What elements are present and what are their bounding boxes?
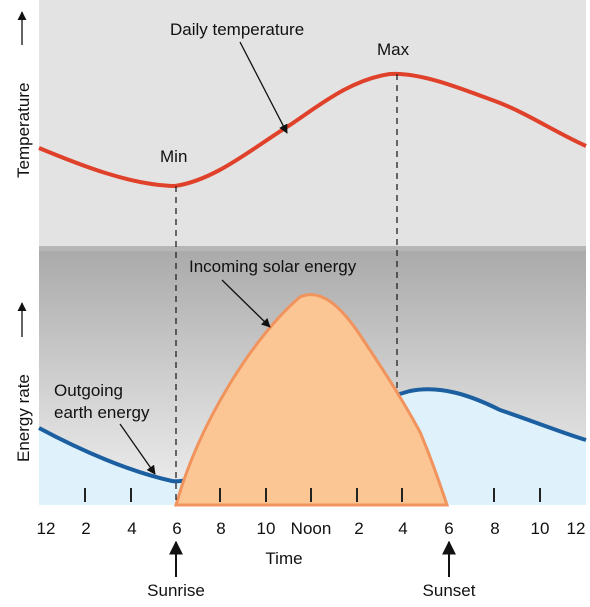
- daily-temperature-arrow: [239, 41, 288, 134]
- tick-label: 12: [37, 519, 56, 538]
- min-label: Min: [160, 147, 187, 166]
- daily-temperature-curve: [38, 71, 587, 189]
- daily-temperature-label: Daily temperature: [170, 20, 304, 39]
- tick-label: 8: [216, 519, 225, 538]
- tick-label: 4: [398, 519, 407, 538]
- temperature-axis-label: Temperature: [14, 83, 33, 178]
- incoming-solar-label: Incoming solar energy: [189, 257, 357, 276]
- tick-label: 10: [531, 519, 550, 538]
- sunset-label: Sunset: [423, 581, 476, 600]
- tick-label: 6: [444, 519, 453, 538]
- tick-label: 12: [567, 519, 586, 538]
- max-label: Max: [377, 40, 410, 59]
- tick-label: 4: [127, 519, 136, 538]
- tick-label: 2: [354, 519, 363, 538]
- incoming-solar-energy-area: [174, 293, 450, 507]
- outgoing-earth-label-line2: earth energy: [54, 403, 150, 422]
- tick-label: 6: [172, 519, 181, 538]
- incoming-solar-arrow: [221, 279, 271, 328]
- panel-divider: [39, 246, 586, 251]
- time-axis-label: Time: [265, 549, 302, 568]
- outgoing-earth-arrow: [119, 423, 156, 475]
- energy-axis-label: Energy rate: [14, 374, 33, 462]
- tick-label: 8: [490, 519, 499, 538]
- time-tick-labels: 12 2 4 6 8 10 Noon 2 4 6 8 10 12: [37, 519, 586, 538]
- sunrise-label: Sunrise: [147, 581, 205, 600]
- temperature-panel: [39, 0, 586, 248]
- time-tick-marks: [84, 488, 541, 502]
- tick-label: 2: [81, 519, 90, 538]
- outgoing-earth-label-line1: Outgoing: [54, 381, 123, 400]
- tick-label: Noon: [291, 519, 332, 538]
- tick-label: 10: [257, 519, 276, 538]
